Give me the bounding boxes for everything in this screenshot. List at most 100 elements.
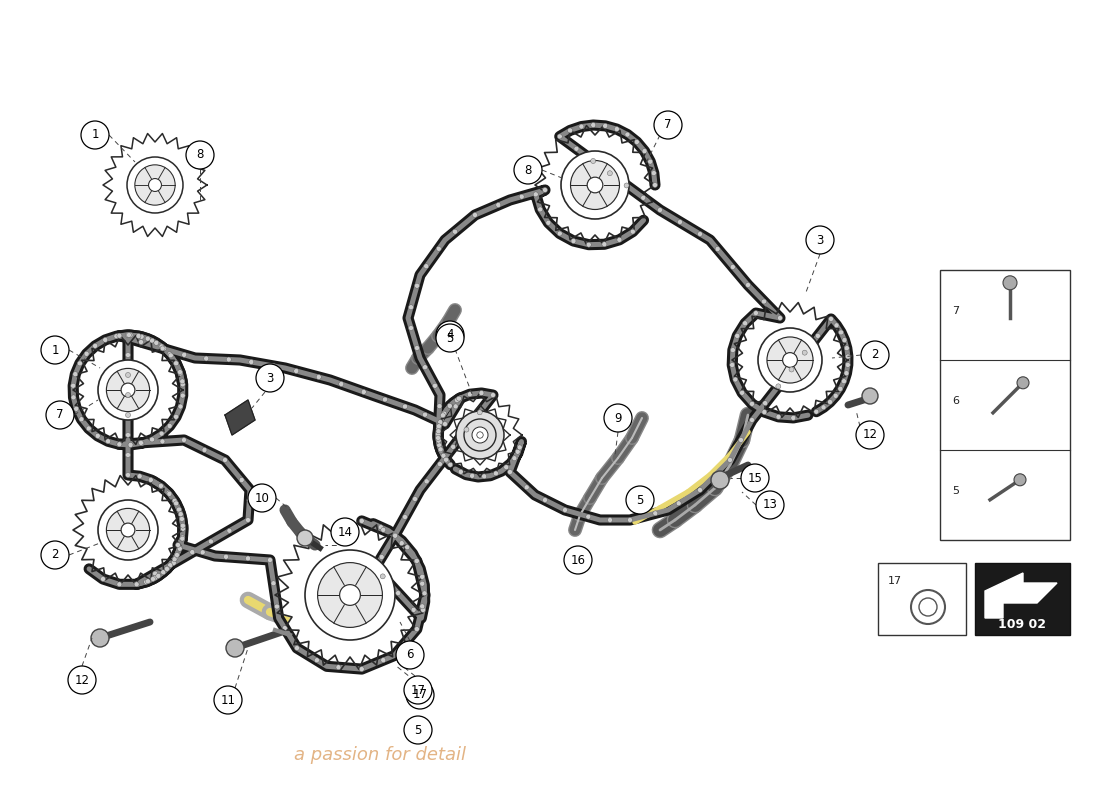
Circle shape <box>815 334 821 338</box>
Circle shape <box>862 388 878 404</box>
Circle shape <box>761 299 767 304</box>
Circle shape <box>454 398 460 402</box>
Circle shape <box>833 394 838 398</box>
Circle shape <box>178 512 184 517</box>
Circle shape <box>361 390 366 394</box>
Text: 2: 2 <box>52 549 58 562</box>
Circle shape <box>733 377 738 382</box>
Circle shape <box>856 421 884 449</box>
Text: 8: 8 <box>196 149 204 162</box>
Circle shape <box>844 370 849 376</box>
Circle shape <box>440 413 446 418</box>
Circle shape <box>456 411 504 459</box>
Circle shape <box>517 445 522 450</box>
Circle shape <box>408 305 414 310</box>
Circle shape <box>834 323 839 328</box>
Text: 3: 3 <box>816 234 824 246</box>
Circle shape <box>678 219 682 225</box>
Circle shape <box>762 401 768 406</box>
Circle shape <box>420 604 425 609</box>
Text: 7: 7 <box>56 409 64 422</box>
Circle shape <box>318 562 383 627</box>
Circle shape <box>482 474 486 479</box>
Circle shape <box>512 456 517 461</box>
Circle shape <box>128 333 133 338</box>
Circle shape <box>425 479 429 484</box>
Circle shape <box>182 438 187 442</box>
Circle shape <box>175 553 179 558</box>
Text: 10: 10 <box>254 491 270 505</box>
Circle shape <box>125 353 131 358</box>
Circle shape <box>738 438 744 442</box>
Circle shape <box>223 554 229 559</box>
Circle shape <box>156 574 161 578</box>
Circle shape <box>468 423 492 447</box>
Circle shape <box>711 471 729 489</box>
Circle shape <box>98 360 158 420</box>
Circle shape <box>436 426 441 431</box>
Text: 7: 7 <box>952 306 959 315</box>
Circle shape <box>464 427 469 432</box>
Bar <box>975 563 1070 635</box>
Circle shape <box>174 414 178 419</box>
Circle shape <box>174 501 178 506</box>
Text: 5: 5 <box>447 331 453 345</box>
Circle shape <box>415 346 419 350</box>
Circle shape <box>102 338 108 342</box>
Circle shape <box>806 226 834 254</box>
Circle shape <box>603 123 607 128</box>
Circle shape <box>125 453 131 458</box>
Circle shape <box>838 386 843 391</box>
Circle shape <box>74 406 79 411</box>
Polygon shape <box>732 302 848 418</box>
Circle shape <box>317 374 321 379</box>
Circle shape <box>150 338 155 343</box>
Circle shape <box>654 111 682 139</box>
Text: 8: 8 <box>525 163 531 177</box>
Polygon shape <box>535 126 654 244</box>
Circle shape <box>749 402 755 406</box>
Circle shape <box>452 229 458 234</box>
Circle shape <box>437 246 441 251</box>
Circle shape <box>845 346 849 350</box>
Circle shape <box>106 438 111 444</box>
Circle shape <box>542 498 548 502</box>
Circle shape <box>134 582 139 587</box>
Circle shape <box>827 399 833 405</box>
Text: 1: 1 <box>91 129 99 142</box>
Circle shape <box>381 658 386 662</box>
Circle shape <box>86 426 91 431</box>
Circle shape <box>167 562 173 568</box>
Circle shape <box>167 491 172 496</box>
Circle shape <box>117 582 122 587</box>
Circle shape <box>652 182 658 187</box>
Circle shape <box>92 343 98 348</box>
Circle shape <box>158 483 163 488</box>
Circle shape <box>381 574 385 579</box>
Circle shape <box>782 353 797 367</box>
Text: 15: 15 <box>748 471 762 485</box>
Circle shape <box>607 518 613 522</box>
Circle shape <box>475 430 485 440</box>
Circle shape <box>562 507 568 513</box>
Circle shape <box>587 177 603 193</box>
Circle shape <box>641 195 646 200</box>
Circle shape <box>160 431 164 436</box>
Circle shape <box>420 581 425 586</box>
Circle shape <box>735 334 739 338</box>
Polygon shape <box>275 521 425 670</box>
Circle shape <box>776 414 781 419</box>
Circle shape <box>456 396 462 401</box>
Circle shape <box>249 359 254 365</box>
Circle shape <box>72 395 76 400</box>
Circle shape <box>791 415 795 421</box>
Circle shape <box>436 435 441 441</box>
Circle shape <box>411 607 416 612</box>
Circle shape <box>172 560 176 566</box>
Circle shape <box>79 417 84 422</box>
Circle shape <box>776 384 781 389</box>
Circle shape <box>204 356 209 361</box>
Circle shape <box>635 139 639 145</box>
Circle shape <box>630 229 636 234</box>
Circle shape <box>739 390 745 395</box>
